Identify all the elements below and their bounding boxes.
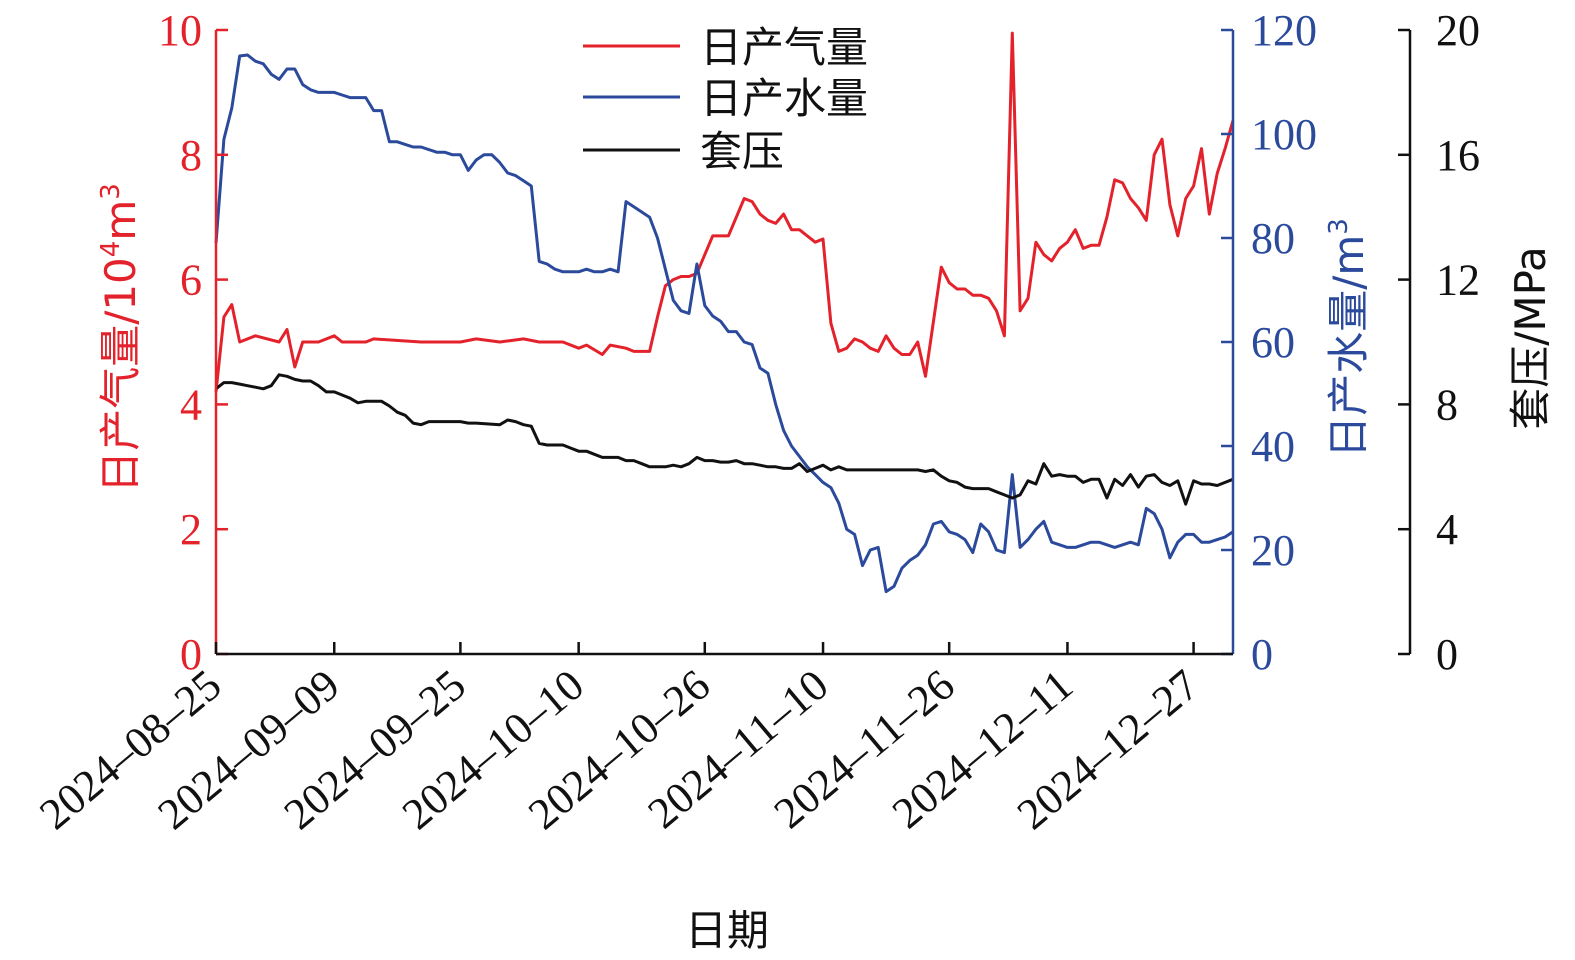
legend-label-pressure: 套压 (700, 127, 784, 176)
left-tick-label: 8 (180, 131, 202, 180)
right1-tick-label: 120 (1251, 6, 1317, 55)
right2-tick-label: 4 (1436, 505, 1458, 554)
x-axis: 2024–08–252024–09–092024–09–252024–10–10… (30, 642, 1233, 839)
right-y-axis-pressure-title: 套压/MPa (1506, 246, 1555, 430)
right1-tick-label: 80 (1251, 214, 1295, 263)
legend-label-gas: 日产气量 (700, 23, 868, 72)
legend: 日产气量 日产水量 套压 (583, 23, 868, 176)
left-y-axis: 0 2 4 6 8 10 (158, 6, 228, 679)
left-tick-label: 4 (180, 380, 202, 429)
series-line-1 (214, 53, 1234, 594)
x-axis-title: 日期 (685, 906, 769, 955)
legend-label-water: 日产水量 (700, 74, 868, 123)
right1-tick-label: 60 (1251, 318, 1295, 367)
left-y-axis-title: 日产气量/104m3 (96, 183, 145, 493)
left-tick-label: 2 (180, 505, 202, 554)
right1-tick-label: 40 (1251, 422, 1295, 471)
right1-tick-label: 0 (1251, 630, 1273, 679)
right1-tick-label: 20 (1251, 526, 1295, 575)
series-lines (214, 31, 1235, 594)
right-y-axis-water-title: 日产水量/m3 (1324, 218, 1373, 458)
left-tick-label: 0 (180, 630, 202, 679)
right1-tick-label: 100 (1251, 110, 1317, 159)
right2-tick-label: 20 (1436, 6, 1480, 55)
right2-tick-label: 0 (1436, 630, 1458, 679)
right2-tick-label: 16 (1436, 131, 1480, 180)
right2-tick-label: 8 (1436, 380, 1458, 429)
right-y-axis-pressure: 0 4 8 12 16 20 (1398, 6, 1480, 679)
series-line-2 (215, 373, 1234, 506)
left-tick-label: 10 (158, 6, 202, 55)
series-line-0 (214, 31, 1235, 393)
left-tick-label: 6 (180, 256, 202, 305)
right-y-axis-water: 0 20 40 60 80 100 120 (1221, 6, 1317, 679)
right2-tick-label: 12 (1436, 256, 1480, 305)
